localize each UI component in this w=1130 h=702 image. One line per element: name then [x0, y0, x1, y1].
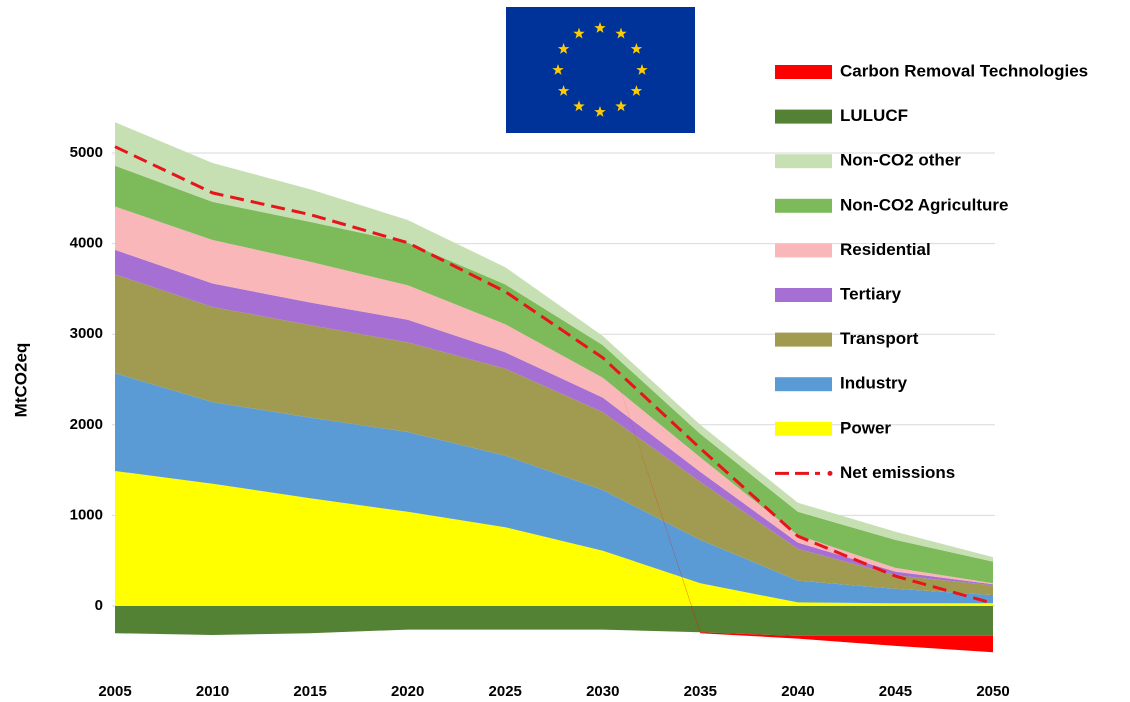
flag-star — [630, 43, 643, 54]
area — [115, 606, 993, 636]
x-tick-label: 2030 — [586, 683, 619, 700]
line — [114, 145, 994, 605]
flag-star — [573, 27, 585, 39]
legend-label: Power — [840, 418, 891, 437]
y-tick-label: 0 — [95, 597, 103, 614]
area — [115, 471, 993, 606]
legend-swatch — [775, 198, 832, 213]
flag-star — [615, 27, 627, 39]
legend: Carbon Removal Technologies LULUCF Non-CO2… — [775, 61, 1088, 482]
flag-star — [573, 100, 585, 112]
legend-label: Net emissions — [840, 463, 955, 482]
flag-star — [594, 106, 606, 117]
legend-swatch — [775, 65, 832, 79]
legend-label: Non-CO2 other — [840, 151, 961, 170]
areas — [115, 122, 993, 653]
flag-star — [552, 64, 564, 75]
flag-star — [630, 85, 643, 96]
legend-swatch — [775, 377, 832, 392]
flag-star — [557, 43, 570, 54]
legend-label: LULUCF — [840, 106, 908, 125]
legend-label: Transport — [840, 329, 919, 348]
x-tick-label: 2025 — [489, 683, 522, 700]
legend-swatch — [775, 109, 832, 124]
flag-star — [594, 22, 606, 33]
legend-swatch — [775, 243, 832, 258]
area — [115, 122, 993, 562]
area — [115, 249, 993, 586]
legend-swatch — [775, 154, 832, 169]
legend-swatch — [775, 332, 832, 347]
flag-star — [557, 85, 570, 96]
x-tick-label: 2035 — [684, 683, 717, 700]
y-tick-label: 3000 — [70, 325, 103, 342]
legend-label: Tertiary — [840, 284, 902, 303]
area — [115, 206, 993, 585]
legend-swatch — [775, 421, 832, 436]
legend-swatch — [827, 470, 833, 476]
x-tick-label: 2040 — [781, 683, 814, 700]
x-tick-label: 2045 — [879, 683, 912, 700]
x-tick-label: 2050 — [976, 683, 1009, 700]
legend-label: Industry — [840, 374, 908, 393]
legend-label: Non-CO2 Agriculture — [840, 195, 1008, 214]
eu-flag — [506, 7, 695, 133]
area — [115, 165, 993, 584]
flag-star — [615, 100, 627, 112]
legend-label: Carbon Removal Technologies — [840, 61, 1088, 80]
y-tick-label: 2000 — [70, 416, 103, 433]
x-tick-label: 2020 — [391, 683, 424, 700]
flag-star — [636, 64, 648, 75]
area — [115, 373, 993, 604]
y-tick-label: 1000 — [70, 506, 103, 523]
area — [115, 274, 993, 596]
y-tick-label: 5000 — [70, 144, 103, 161]
legend-label: Residential — [840, 240, 931, 259]
legend-swatch — [775, 288, 832, 302]
y-axis-label: MtCO2eq — [11, 343, 30, 418]
y-tick-label: 4000 — [70, 235, 103, 252]
x-tick-label: 2015 — [293, 683, 326, 700]
x-tick-label: 2005 — [98, 683, 131, 700]
x-tick-label: 2010 — [196, 683, 229, 700]
